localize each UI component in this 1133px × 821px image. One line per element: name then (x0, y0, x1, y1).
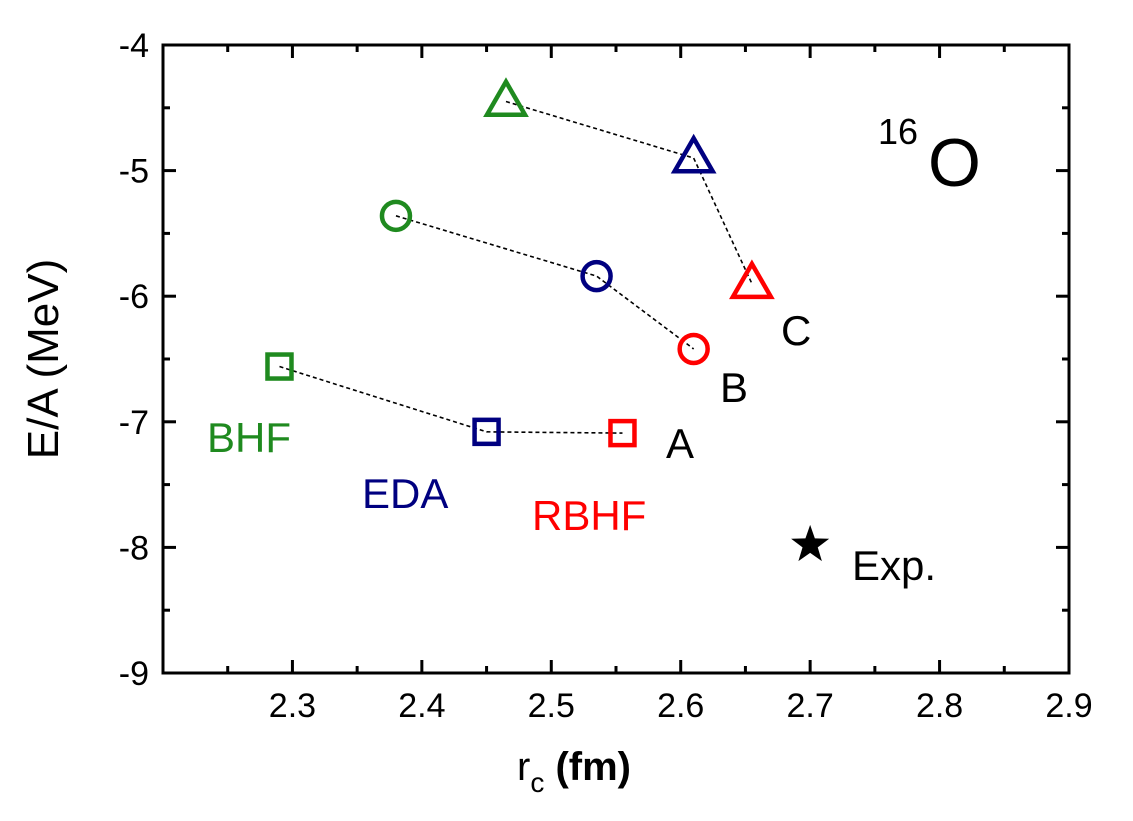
y-tick-label: -9 (119, 655, 149, 693)
nucleus-symbol: O (928, 125, 981, 201)
label-eda: EDA (362, 470, 448, 517)
marker-star-exp (791, 524, 830, 562)
y-tick-label: -8 (119, 529, 149, 567)
nucleus-mass-number: 16 (878, 111, 918, 152)
marker-circle-eda (580, 259, 613, 293)
marker-square-bhf (265, 352, 294, 381)
marker-square-rbhf (608, 418, 637, 448)
marker-circle-bhf (379, 199, 413, 233)
marker-triangle-rbhf (729, 259, 775, 300)
label-group-a: A (666, 420, 694, 467)
label-bhf: BHF (207, 414, 291, 461)
marker-square-eda (472, 417, 501, 447)
x-axis-title-unit: (fm) (544, 745, 631, 789)
axis-tick-labels: 2.3 2.4 2.5 2.6 2.7 2.8 2.9 -9 -8 -7 -6 -5 -4 (119, 27, 1093, 725)
connecting-line-c (505, 100, 753, 284)
x-tick-label: 2.8 (916, 687, 963, 725)
y-tick-label: -4 (119, 27, 149, 65)
x-axis-title-subscript: c (530, 767, 544, 798)
connecting-lines (279, 100, 753, 434)
y-tick-label: -6 (119, 278, 149, 316)
x-axis-title: rc (fm) (517, 745, 631, 798)
x-tick-label: 2.5 (528, 687, 575, 725)
label-group-b: B (720, 364, 748, 411)
marker-triangle-eda (670, 133, 717, 174)
x-tick-label: 2.6 (657, 687, 704, 725)
x-tick-label: 2.4 (398, 687, 445, 725)
x-tick-label: 2.3 (269, 687, 316, 725)
x-tick-label: 2.7 (787, 687, 834, 725)
x-axis-title-main: r (517, 745, 530, 789)
label-group-c: C (781, 307, 811, 354)
label-exp: Exp. (852, 542, 936, 589)
axis-ticks (163, 43, 1071, 675)
label-rbhf: RBHF (532, 492, 646, 539)
connecting-line-a (279, 365, 623, 434)
marker-triangle-bhf (483, 77, 529, 117)
y-axis-title: E/A (MeV) (19, 259, 68, 460)
marker-circle-rbhf (677, 332, 710, 366)
x-tick-label: 2.9 (1045, 687, 1092, 725)
y-tick-label: -7 (119, 404, 149, 442)
data-markers (265, 77, 830, 562)
connecting-line-b (395, 215, 695, 350)
y-tick-label: -5 (119, 153, 149, 191)
